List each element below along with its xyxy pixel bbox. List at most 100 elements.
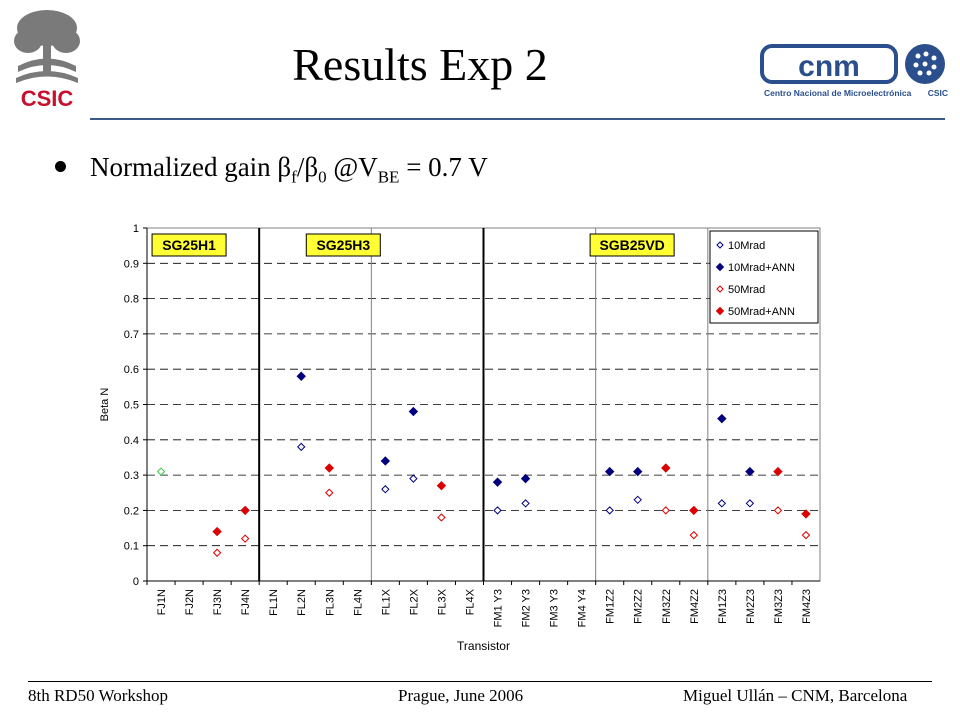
legend-marker <box>716 241 724 249</box>
bullet-sub-f: f <box>291 167 297 187</box>
point-10mrad-ann <box>717 413 727 424</box>
y-tick-label: 0 <box>133 576 139 588</box>
cnm-logo: cnm Centro Nacional de Microelectrónica … <box>760 44 948 98</box>
point-50mrad <box>437 513 446 522</box>
group-label-box <box>305 233 381 257</box>
group-label-box <box>151 233 227 257</box>
x-tick-label: FM3 Y3 <box>549 589 561 627</box>
y-tick-label: 0.1 <box>124 541 139 553</box>
footer-center: Prague, June 2006 <box>398 686 524 705</box>
point-50mrad-ann <box>801 509 811 519</box>
y-tick-label: 1 <box>133 223 139 235</box>
y-tick-label: 0.2 <box>124 505 139 517</box>
point-10mrad <box>717 499 727 508</box>
slide-title: Results Exp 2 <box>292 39 548 90</box>
legend-marker <box>715 262 725 272</box>
point-50mrad <box>689 530 699 540</box>
point-10mrad <box>745 499 755 508</box>
legend-box <box>709 230 819 324</box>
point-50mrad-ann <box>773 466 783 477</box>
point-10mrad-ann <box>633 466 643 477</box>
y-tick-label: 0.7 <box>124 329 139 341</box>
point-10mrad-ann <box>296 371 306 381</box>
x-tick-label: FM1Z3 <box>717 589 729 624</box>
csic-logo-text: CSIC <box>21 86 74 110</box>
point-50mrad <box>240 534 250 543</box>
point-10mrad <box>521 499 530 508</box>
bullet-text-4: = 0.7 V <box>399 152 488 182</box>
y-axis-title: Beta N <box>99 388 111 422</box>
point-10mrad-ann <box>380 456 391 466</box>
x-tick-label: FL3X <box>436 588 448 615</box>
legend-marker <box>716 285 724 293</box>
y-tick-label: 0.4 <box>124 435 139 447</box>
y-tick-label: 0.3 <box>124 470 139 482</box>
bullet-sub-be: BE <box>377 167 400 187</box>
legend-marker <box>715 306 725 316</box>
y-tick-label: 0.9 <box>124 258 139 270</box>
x-tick-label: FJ2N <box>184 589 196 615</box>
bullet-text-1: Normalized gain β <box>90 152 292 182</box>
y-tick-label: 0.6 <box>124 364 139 376</box>
x-tick-label: FM2Z2 <box>633 589 645 624</box>
x-tick-label: FJ1N <box>156 589 168 615</box>
title-rule <box>90 118 945 120</box>
point-50mrad <box>212 548 222 557</box>
x-tick-label: FJ4N <box>240 589 252 615</box>
y-tick-label: 0.5 <box>124 400 139 412</box>
x-tick-label: FL2N <box>296 589 308 616</box>
beta-chart: 0 0.1 0.2 0.3 0.4 0.5 0.6 0.7 0.8 0.9 1 FJ1N FJ2N FJ3… <box>90 212 840 662</box>
point-50mrad <box>325 488 334 497</box>
x-tick-label: FM4Z3 <box>801 589 813 624</box>
y-tick-label: 0.8 <box>124 294 139 306</box>
point-10mrad-ann <box>520 473 531 484</box>
group-label-box <box>589 233 675 257</box>
footer-left: 8th RD50 Workshop <box>28 686 168 705</box>
x-tick-label: FM3Z2 <box>661 589 673 624</box>
point-10mrad-ann <box>604 466 615 477</box>
point-50mrad-ann <box>240 505 250 516</box>
cnm-logo-subtitle: Centro Nacional de Microelectrónica <box>764 88 912 98</box>
point-50mrad-ann <box>661 463 671 473</box>
footer-right: Miguel Ullán – CNM, Barcelona <box>683 686 908 705</box>
point-50mrad <box>801 530 811 540</box>
point-50mrad-ann <box>436 480 447 491</box>
x-tick-label: FM2 Y3 <box>521 589 533 627</box>
group-label: SG25H3 <box>316 237 370 253</box>
point-10mrad <box>409 474 418 483</box>
x-axis-title: Transistor <box>457 639 510 653</box>
x-tick-label: FM3Z3 <box>773 589 785 624</box>
cnm-logo-badge: CSIC <box>928 88 948 98</box>
x-tick-label: FJ3N <box>212 589 224 615</box>
bullet-sub-0: 0 <box>318 167 327 187</box>
point-10mrad <box>633 495 642 505</box>
x-tick-label: FL1N <box>268 589 280 616</box>
x-tick-label: FM4 Y4 <box>577 589 589 627</box>
legend-entry: 50Mrad+ANN <box>728 306 795 318</box>
bullet-text-2: /β <box>296 152 319 182</box>
footer-rule <box>28 681 932 682</box>
point-10mrad <box>605 506 614 515</box>
x-tick-label: FL4N <box>352 589 364 616</box>
point-10mrad <box>381 485 390 494</box>
x-tick-label: FL1X <box>380 588 392 615</box>
group-label: SG25H1 <box>162 237 216 253</box>
x-tick-label: FM1Z2 <box>605 589 617 624</box>
bullet-normalized-gain: Normalized gain βf/β0 @VBE = 0.7 V <box>55 152 488 187</box>
x-tick-label: FL2X <box>408 588 420 615</box>
x-tick-label: FM1 Y3 <box>493 589 505 627</box>
svg-text:cnm: cnm <box>798 50 860 83</box>
point-50mrad-ann <box>689 505 699 516</box>
point-50mrad <box>661 506 670 515</box>
beta-chart-svg: 0 0.1 0.2 0.3 0.4 0.5 0.6 0.7 0.8 0.9 1 FJ1N FJ2N FJ3… <box>99 223 821 653</box>
point-50mrad-ann <box>212 526 222 537</box>
x-tick-label: FL4X <box>464 588 476 615</box>
x-tick-label: FM2Z3 <box>745 589 757 624</box>
point-10mrad <box>297 442 306 452</box>
point-10mrad-ann <box>408 406 419 417</box>
csic-logo: CSIC <box>14 10 80 110</box>
point-10mrad <box>156 467 166 476</box>
point-10mrad <box>493 506 502 515</box>
bullet-text-3: @V <box>326 152 378 182</box>
legend-entry: 50Mrad <box>728 284 765 296</box>
